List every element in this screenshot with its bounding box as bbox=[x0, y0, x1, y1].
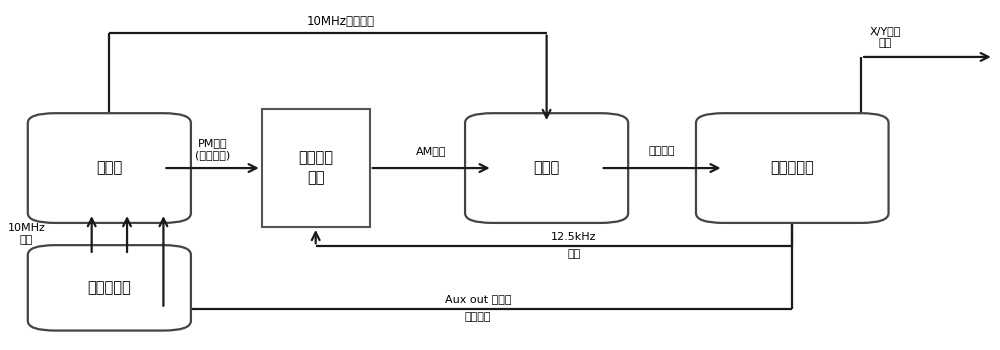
Text: 电压固定: 电压固定 bbox=[465, 312, 491, 322]
Text: 氢钟物理
部分: 氢钟物理 部分 bbox=[298, 150, 333, 186]
FancyBboxPatch shape bbox=[28, 245, 191, 330]
Text: 12.5kHz: 12.5kHz bbox=[551, 232, 596, 242]
Text: X/Y通道
输出: X/Y通道 输出 bbox=[870, 26, 901, 48]
Text: PM信号
(扫描频率): PM信号 (扫描频率) bbox=[195, 138, 230, 160]
Text: 10MHz
参考: 10MHz 参考 bbox=[8, 223, 45, 245]
Text: 视频输出: 视频输出 bbox=[649, 146, 675, 156]
FancyBboxPatch shape bbox=[696, 113, 889, 223]
FancyBboxPatch shape bbox=[465, 113, 628, 223]
Text: AM信号: AM信号 bbox=[416, 146, 446, 156]
Text: 调制: 调制 bbox=[567, 249, 580, 259]
Text: 频谱仪: 频谱仪 bbox=[533, 161, 560, 176]
Text: 10MHz同步信号: 10MHz同步信号 bbox=[306, 15, 374, 28]
Text: Aux out 腔控制: Aux out 腔控制 bbox=[445, 294, 511, 304]
Text: 主动型氢钟: 主动型氢钟 bbox=[87, 280, 131, 295]
Text: 锁相放大器: 锁相放大器 bbox=[770, 161, 814, 176]
Text: 信号源: 信号源 bbox=[96, 161, 122, 176]
FancyBboxPatch shape bbox=[28, 113, 191, 223]
FancyBboxPatch shape bbox=[262, 109, 370, 227]
